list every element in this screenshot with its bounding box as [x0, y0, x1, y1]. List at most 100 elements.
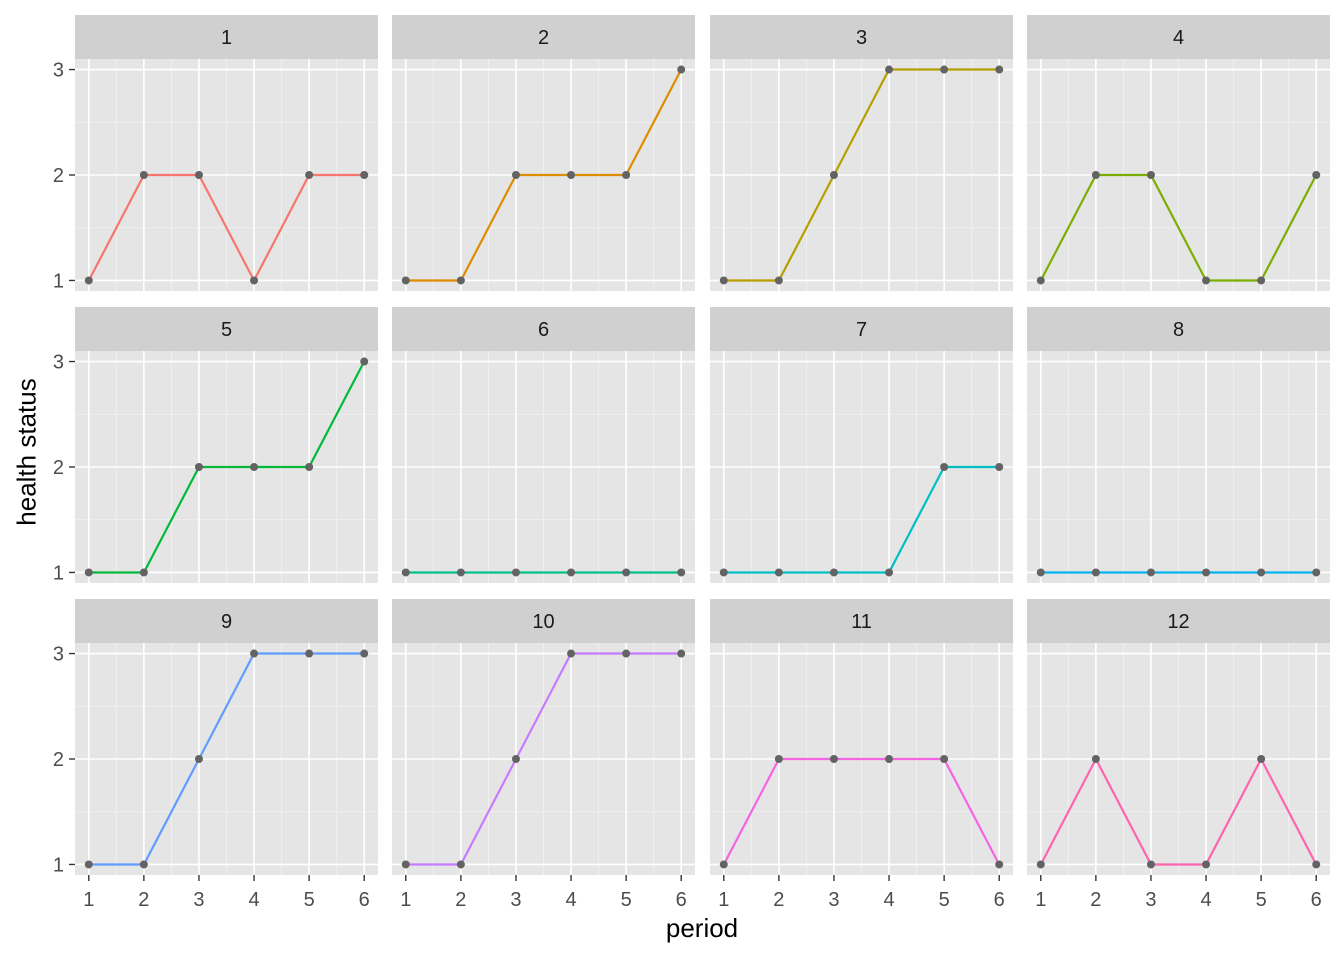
data-point	[995, 463, 1004, 471]
data-point	[829, 755, 838, 763]
y-tick-label: 3	[53, 352, 64, 374]
data-point	[1312, 171, 1321, 179]
data-point	[1312, 568, 1321, 577]
x-tick-label: 6	[994, 889, 1005, 911]
x-tick-label: 3	[828, 889, 839, 911]
facet-strip	[75, 15, 378, 59]
data-point	[1036, 860, 1045, 869]
x-tick-label: 1	[1035, 889, 1046, 911]
series-line-1	[87, 173, 365, 282]
y-tick-label: 3	[53, 60, 64, 82]
x-tick-label: 5	[304, 889, 315, 911]
x-tick-label: 6	[359, 889, 370, 911]
data-point	[194, 171, 203, 179]
series-line-7	[723, 465, 1000, 574]
x-tick-label: 1	[83, 889, 94, 911]
facet-strip-label: 9	[221, 611, 232, 633]
facet-strip-label: 7	[856, 319, 867, 341]
data-point	[677, 649, 686, 658]
series-line-3	[723, 68, 1000, 282]
x-tick-label: 1	[718, 889, 729, 911]
facet-strip	[392, 599, 695, 643]
facet-strip-label: 5	[221, 319, 232, 341]
data-point	[456, 860, 465, 869]
data-point	[1312, 860, 1321, 869]
data-point	[995, 860, 1004, 869]
data-point	[567, 649, 576, 658]
data-point	[1146, 568, 1155, 577]
facet-strip-label: 2	[538, 27, 549, 49]
data-point	[940, 65, 949, 74]
data-point	[1146, 860, 1155, 869]
y-axis-title-wrap: health status	[10, 0, 44, 900]
series-line-4	[1039, 173, 1318, 282]
y-tick-label: 1	[53, 562, 64, 584]
data-point	[1091, 171, 1100, 179]
data-point	[360, 357, 369, 366]
x-tick-label: 1	[400, 889, 411, 911]
data-point	[194, 463, 203, 471]
data-point	[940, 755, 949, 763]
data-point	[1202, 276, 1211, 285]
x-tick-label: 2	[1090, 889, 1101, 911]
data-point	[456, 276, 465, 285]
x-tick-label: 4	[248, 889, 259, 911]
data-point	[511, 755, 520, 763]
data-point	[401, 568, 410, 577]
y-tick-label: 3	[53, 644, 64, 666]
data-point	[305, 171, 314, 179]
data-point	[829, 171, 838, 179]
data-point	[84, 860, 93, 869]
data-point	[567, 171, 576, 179]
x-tick-label: 4	[565, 889, 576, 911]
series-line-11	[722, 757, 1001, 866]
y-tick-label: 1	[53, 854, 64, 876]
series-line-2	[405, 68, 683, 282]
facet-strip	[710, 599, 1013, 643]
data-point	[1257, 276, 1266, 285]
data-point	[1257, 568, 1266, 577]
data-point	[677, 65, 686, 74]
data-point	[622, 649, 631, 658]
x-tick-label: 5	[621, 889, 632, 911]
x-tick-label: 4	[1200, 889, 1211, 911]
data-point	[194, 755, 203, 763]
data-point	[305, 649, 314, 658]
x-tick-label: 3	[193, 889, 204, 911]
data-point	[677, 568, 686, 577]
x-tick-label: 5	[939, 889, 950, 911]
facet-strip-label: 6	[538, 319, 549, 341]
data-point	[940, 463, 949, 471]
facet-strip-label: 10	[532, 611, 554, 633]
data-point	[250, 649, 259, 658]
data-point	[1202, 860, 1211, 869]
x-tick-label: 6	[676, 889, 687, 911]
y-tick-label: 2	[53, 165, 64, 187]
x-tick-label: 5	[1256, 889, 1267, 911]
facet-strip	[710, 15, 1013, 59]
data-point	[774, 568, 783, 577]
data-point	[622, 171, 631, 179]
facet-strip-label: 8	[1173, 319, 1184, 341]
data-point	[1257, 755, 1266, 763]
series-line-9	[88, 652, 365, 866]
x-tick-label: 3	[510, 889, 521, 911]
data-point	[1091, 568, 1100, 577]
data-point	[719, 860, 728, 869]
data-point	[401, 860, 410, 869]
data-point	[995, 65, 1004, 74]
data-point	[401, 276, 410, 285]
facet-strip-label: 4	[1173, 27, 1184, 49]
x-tick-label: 6	[1311, 889, 1322, 911]
facet-strip	[75, 307, 378, 351]
x-tick-label: 4	[883, 889, 894, 911]
facet-strip-label: 12	[1167, 611, 1189, 633]
y-tick-label: 2	[53, 457, 64, 479]
series-line-12	[1039, 757, 1318, 866]
data-point	[139, 860, 148, 869]
data-point	[829, 568, 838, 577]
data-point	[885, 568, 894, 577]
facet-strip	[392, 307, 695, 351]
